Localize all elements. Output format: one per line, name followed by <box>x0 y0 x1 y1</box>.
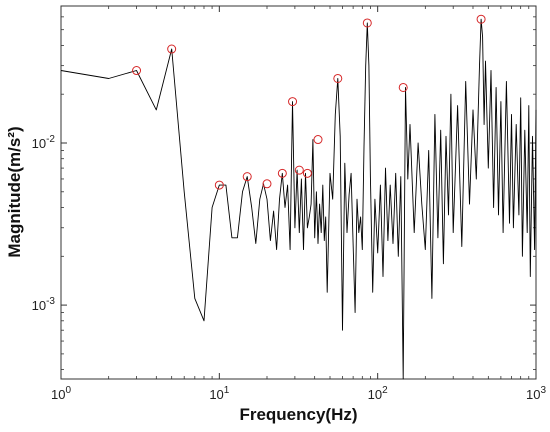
peak-marker <box>476 14 486 24</box>
x-tick-label: 100 <box>51 385 71 402</box>
x-tick-label: 101 <box>209 385 229 402</box>
x-tick-label: 102 <box>368 385 388 402</box>
peak-marker <box>132 66 142 76</box>
x-axis-title: Frequency(Hz) <box>239 405 357 424</box>
peak-marker <box>262 179 272 189</box>
peak-marker <box>362 18 372 28</box>
plot-area <box>60 5 537 380</box>
x-axis-ticks: 100 101 102 103 <box>51 6 546 402</box>
peak-marker <box>302 168 312 178</box>
peak-marker <box>313 135 323 145</box>
series-layer <box>60 18 537 380</box>
y-axis-title: Magnitude(m/s²) <box>5 126 24 257</box>
peak-marker <box>214 180 224 190</box>
peak-marker <box>294 165 304 175</box>
peak-marker <box>333 73 343 83</box>
peak-marker <box>242 172 252 182</box>
peak-marker <box>277 168 287 178</box>
spectrum-line <box>60 18 537 380</box>
peak-marker <box>398 82 408 92</box>
y-axis-ticks: 10-3 10-2 <box>32 5 536 370</box>
y-tick-label: 10-3 <box>32 296 56 313</box>
peak-marker <box>167 44 177 54</box>
peak-marker <box>288 97 298 107</box>
y-tick-label: 10-2 <box>32 134 56 151</box>
x-tick-label: 103 <box>526 385 546 402</box>
peak-markers <box>132 14 486 190</box>
